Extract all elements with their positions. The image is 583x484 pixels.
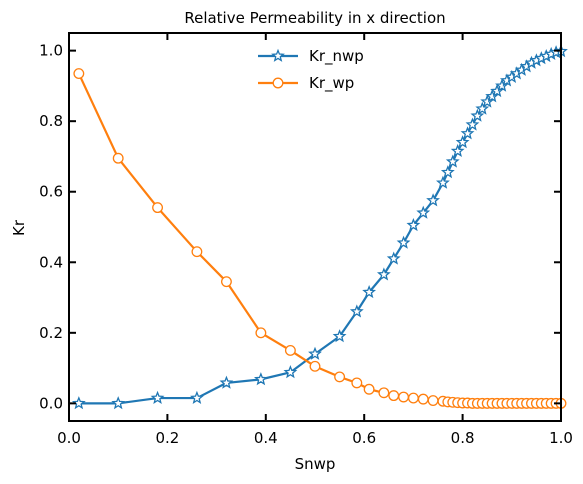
data-point-kr-nwp-5 bbox=[253, 372, 268, 386]
data-point-kr-nwp-22 bbox=[460, 126, 475, 140]
data-point-kr-nwp-10 bbox=[362, 284, 377, 299]
data-point-kr-wp-6 bbox=[284, 345, 296, 356]
data-point-kr-wp-8 bbox=[334, 371, 346, 383]
x-tick-label-3: 0.6 bbox=[352, 429, 376, 447]
data-point-kr-wp-0 bbox=[73, 68, 85, 80]
tick-layer: 0.0 0.2 0.4 0.6 0.8 1.0 0.0 0.2 0.4 0.6 0.8 1.0 bbox=[39, 33, 573, 447]
data-point-kr-wp-4 bbox=[220, 276, 232, 288]
data-point-kr-nwp-19 bbox=[445, 154, 460, 168]
data-point-kr-wp-12 bbox=[388, 390, 400, 402]
data-point-kr-nwp-20 bbox=[450, 143, 465, 158]
data-point-kr-nwp-16 bbox=[426, 193, 440, 207]
data-point-kr-nwp-2 bbox=[150, 390, 165, 404]
data-point-kr-nwp-8 bbox=[332, 329, 347, 343]
data-point-kr-wp-3 bbox=[191, 246, 203, 258]
legend-marker-kr-wp bbox=[272, 77, 284, 89]
data-point-kr-nwp-17 bbox=[436, 175, 450, 189]
legend-label-kr-wp: Kr_wp bbox=[309, 74, 354, 93]
data-point-kr-nwp-4 bbox=[219, 375, 234, 389]
data-point-kr-nwp-14 bbox=[406, 217, 421, 232]
data-point-kr-wp-14 bbox=[407, 392, 419, 404]
data-point-kr-wp-15 bbox=[417, 393, 429, 405]
data-point-kr-nwp-24 bbox=[470, 108, 485, 122]
data-point-kr-nwp-0 bbox=[71, 396, 86, 410]
legend-label-kr-nwp: Kr_nwp bbox=[309, 47, 364, 66]
data-point-kr-nwp-25 bbox=[475, 101, 490, 115]
data-point-kr-nwp-11 bbox=[376, 267, 391, 281]
data-point-kr-nwp-12 bbox=[386, 251, 401, 265]
y-tick-label-3: 0.6 bbox=[39, 183, 63, 201]
data-point-kr-wp-11 bbox=[378, 387, 390, 399]
y-tick-label-4: 0.8 bbox=[39, 112, 63, 130]
y-tick-label-0: 0.0 bbox=[39, 394, 63, 412]
series-kr-wp bbox=[73, 68, 567, 409]
data-point-kr-nwp-9 bbox=[349, 304, 364, 318]
data-point-kr-wp-7 bbox=[309, 360, 321, 372]
y-tick-label-5: 1.0 bbox=[39, 42, 63, 60]
data-point-kr-nwp-7 bbox=[308, 346, 322, 360]
data-point-kr-wp-9 bbox=[351, 377, 363, 389]
y-tick-label-2: 0.4 bbox=[39, 253, 63, 271]
data-point-kr-nwp-6 bbox=[283, 365, 298, 379]
data-point-kr-nwp-18 bbox=[440, 165, 455, 179]
x-tick-label-4: 0.8 bbox=[451, 429, 475, 447]
data-point-kr-wp-5 bbox=[255, 327, 267, 339]
data-point-kr-nwp-3 bbox=[190, 390, 204, 404]
data-point-kr-wp-1 bbox=[112, 152, 124, 164]
data-point-kr-wp-13 bbox=[398, 391, 410, 403]
data-point-kr-wp-16 bbox=[427, 395, 439, 406]
x-tick-label-0: 0.0 bbox=[57, 429, 81, 447]
data-point-kr-nwp-1 bbox=[111, 396, 126, 410]
x-axis-label: Snwp bbox=[295, 455, 336, 473]
series-line-kr-wp bbox=[77, 73, 561, 405]
x-tick-label-2: 0.4 bbox=[254, 429, 278, 447]
legend-marker-kr-nwp bbox=[271, 48, 285, 62]
chart-title: Relative Permeability in x direction bbox=[184, 9, 445, 27]
data-point-kr-nwp-15 bbox=[416, 205, 431, 219]
data-point-kr-nwp-23 bbox=[465, 117, 480, 131]
x-tick-label-1: 0.2 bbox=[155, 429, 179, 447]
legend: Kr_nwp Kr_wp bbox=[258, 47, 364, 93]
y-tick-label-1: 0.2 bbox=[39, 324, 63, 342]
data-point-kr-nwp-13 bbox=[396, 235, 411, 249]
series-layer bbox=[71, 44, 568, 410]
data-point-kr-wp-10 bbox=[363, 383, 375, 395]
series-kr-nwp bbox=[71, 44, 568, 410]
x-tick-label-5: 1.0 bbox=[549, 429, 573, 447]
plot-frame bbox=[68, 32, 562, 422]
data-point-kr-nwp-21 bbox=[455, 135, 470, 149]
data-point-kr-wp-2 bbox=[152, 202, 164, 214]
y-axis-label: Kr bbox=[10, 219, 28, 236]
plot-area: 0.0 0.2 0.4 0.6 0.8 1.0 0.0 0.2 0.4 0.6 0.8 1.0 bbox=[39, 32, 573, 447]
